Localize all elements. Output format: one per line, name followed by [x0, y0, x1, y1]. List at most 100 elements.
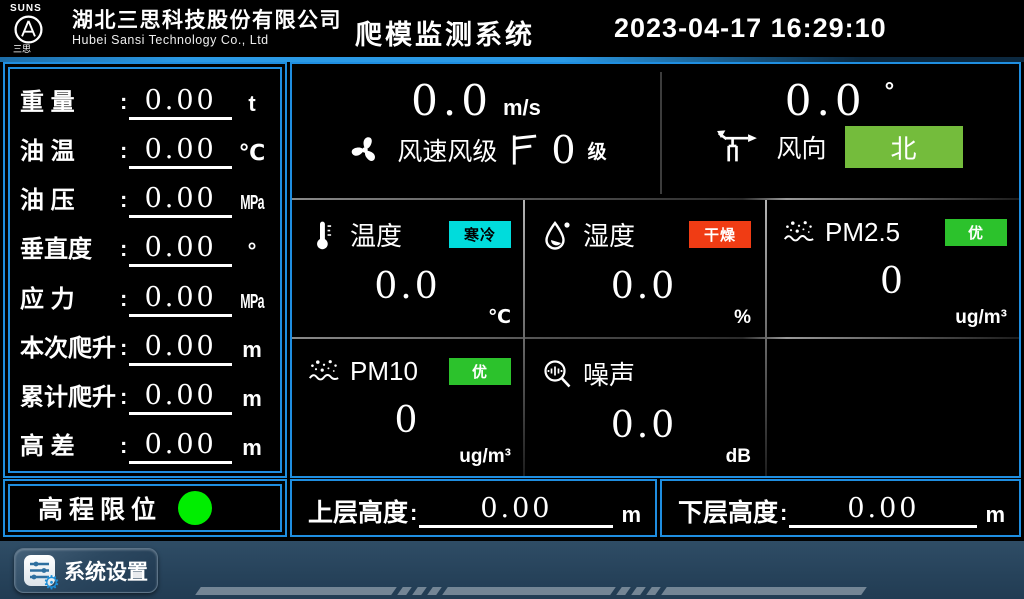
water-drop-icon	[545, 220, 570, 250]
cell-label: 湿度	[583, 221, 636, 251]
metric-label: 本次爬升	[20, 334, 116, 362]
wind-direction-value: 0.0	[784, 76, 867, 125]
status-badge: 优	[449, 357, 511, 385]
cell-header: PM10 优	[292, 341, 523, 387]
wind-speed-value: 0.0	[411, 76, 493, 125]
metric-label: 垂直度	[20, 236, 92, 264]
cell-unit: ℃	[487, 307, 511, 328]
cell-unit: ug/m³	[955, 307, 1007, 328]
lower-height-unit: m	[985, 502, 1005, 527]
metric-unit: °	[247, 238, 257, 264]
upper-height-unit: m	[621, 502, 641, 527]
cell-header: 湿度 干燥	[525, 202, 763, 253]
metric-unit: m	[242, 434, 262, 460]
metric-unit: MPa	[240, 290, 264, 313]
height-colon: :	[410, 500, 418, 525]
dust-icon	[783, 221, 814, 242]
wind-vane-icon	[717, 130, 758, 162]
humidity-cell: 湿度 干燥 0.0 %	[525, 202, 763, 335]
metric-colon: :	[120, 383, 128, 409]
metric-unit: m	[242, 385, 262, 411]
metric-colon: :	[120, 236, 128, 262]
fan-icon	[352, 137, 376, 161]
wind-flag-icon	[513, 134, 537, 165]
lower-height-value: 0.00	[789, 495, 978, 528]
empty-cell	[767, 341, 1019, 474]
metric-value: 0.00	[129, 136, 232, 170]
cell-value: 0.0	[374, 266, 441, 307]
metrics-panel-inner: 重 量 : 0.00 t 油 温 : 0.00 ℃ 油 压 : 0.00 MPa…	[8, 67, 282, 473]
cell-label: PM2.5	[825, 216, 901, 247]
cell-unit: dB	[725, 446, 751, 467]
lower-height-label: 下层高度	[678, 499, 779, 527]
metric-row-weight: 重 量 : 0.00 t	[20, 76, 272, 121]
status-badge: 优	[945, 218, 1007, 246]
metric-colon: :	[120, 334, 128, 360]
logo-text-suns: SUNS	[10, 2, 42, 14]
cell-label: 温度	[350, 221, 403, 251]
temperature-cell: 温度 寒冷 0.0 ℃	[292, 202, 523, 335]
metric-unit: m	[242, 336, 262, 362]
cell-label: PM10	[350, 355, 418, 386]
metric-row-stress: 应 力 : 0.00 MPa	[20, 273, 272, 317]
cell-unit: ug/m³	[459, 446, 511, 467]
wind-cells-divider	[660, 72, 662, 194]
metric-value: 0.00	[129, 382, 232, 415]
wind-direction-row: 风向 北	[660, 126, 1019, 168]
upper-height-value: 0.00	[419, 495, 614, 528]
datetime-display: 2023-04-17 16:29:10	[614, 13, 887, 43]
metric-row-current-climb: 本次爬升 : 0.00 m	[20, 322, 272, 366]
wind-direction-unit: °	[884, 78, 895, 105]
wind-direction-text: 北	[890, 133, 917, 164]
status-badge: 寒冷	[449, 221, 511, 248]
page-title: 爬模监测系统	[355, 20, 535, 50]
pm10-cell: PM10 优 0 ug/m³	[292, 341, 523, 474]
cell-value: 0	[394, 400, 421, 441]
environment-panel: 0.0 m/s 风速风级	[290, 62, 1021, 478]
wind-speed-cell: 0.0 m/s 风速风级	[292, 64, 660, 198]
wind-direction-display: 0.0 °	[660, 76, 1019, 125]
metric-value: 0.00	[129, 185, 232, 219]
status-badge: 干燥	[689, 221, 751, 248]
system-settings-button[interactable]: ⚙ 系统设置	[14, 548, 158, 593]
metric-label: 应 力	[20, 285, 75, 313]
upper-height-label: 上层高度	[308, 499, 409, 527]
metric-value: 0.00	[129, 431, 232, 464]
lower-height-box: 下层高度 : 0.00 m	[660, 479, 1021, 537]
wind-direction-label: 风向	[776, 135, 827, 163]
wind-level-unit: 级	[587, 141, 607, 163]
dust-icon	[308, 360, 339, 381]
metric-label: 累计爬升	[20, 383, 116, 411]
wind-direction-button[interactable]: 北	[844, 126, 963, 168]
metric-value: 0.00	[129, 333, 232, 366]
metric-row-height-diff: 高 差 : 0.00 m	[20, 420, 272, 464]
noise-icon	[544, 359, 571, 387]
noise-cell: 噪声 0.0 dB	[525, 341, 763, 474]
metric-unit: MPa	[240, 192, 264, 215]
grid-line-vertical	[523, 200, 525, 476]
metric-colon: :	[120, 138, 128, 164]
company-name-cn: 湖北三思科技股份有限公司	[72, 9, 342, 33]
company-logo: SUNS 三思	[10, 2, 68, 54]
system-settings-label: 系统设置	[64, 560, 148, 584]
metric-colon: :	[120, 187, 128, 213]
header: SUNS 三思 湖北三思科技股份有限公司 Hubei Sansi Technol…	[0, 0, 1024, 57]
metric-colon: :	[120, 432, 128, 458]
wind-level-value: 0	[551, 128, 576, 172]
metrics-panel: 重 量 : 0.00 t 油 温 : 0.00 ℃ 油 压 : 0.00 MPa…	[3, 62, 287, 478]
wind-speed-label: 风速风级	[397, 138, 498, 166]
sliders-gear-icon: ⚙	[24, 555, 60, 593]
cell-unit: %	[734, 307, 751, 328]
metric-label: 高 差	[20, 432, 75, 460]
pm25-cell: PM2.5 优 0 ug/m³	[767, 202, 1019, 335]
footer-bar: ⚙ 系统设置	[0, 541, 1024, 599]
metric-value: 0.00	[129, 284, 232, 317]
cell-value: 0.0	[610, 266, 678, 307]
metric-row-oil-temp: 油 温 : 0.00 ℃	[20, 125, 272, 170]
metric-label: 油 压	[20, 187, 75, 215]
gear-icon: ⚙	[42, 572, 60, 594]
metric-colon: :	[120, 89, 128, 115]
metric-row-verticality: 垂直度 : 0.00 °	[20, 223, 272, 268]
cell-header: 噪声	[525, 341, 763, 392]
grid-line-vertical	[765, 200, 767, 476]
